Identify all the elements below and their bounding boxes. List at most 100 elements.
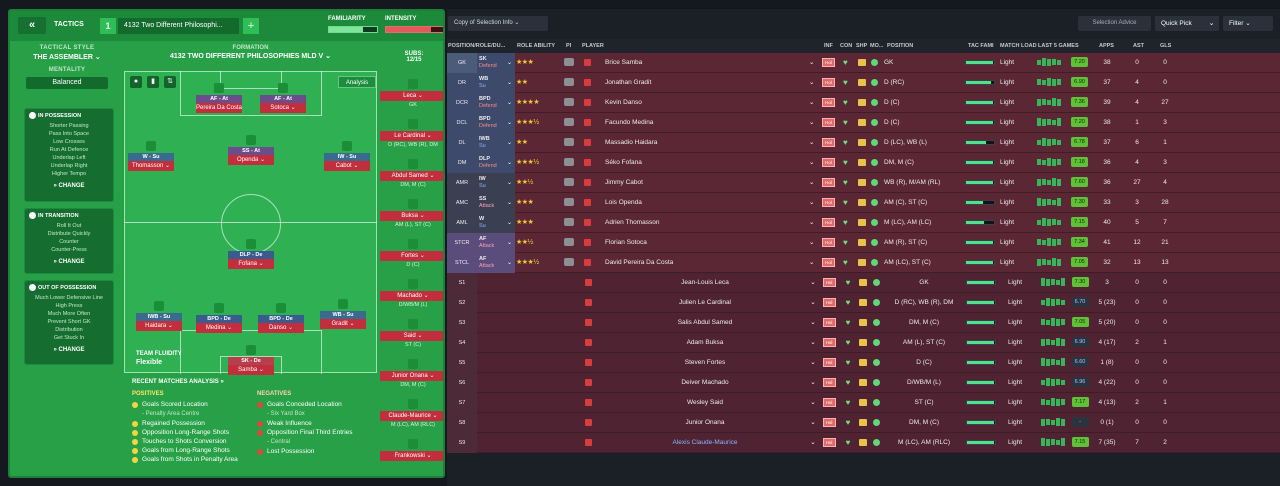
quick-pick-dropdown[interactable]: ⌄ bbox=[1204, 16, 1219, 31]
table-row[interactable]: S1 Jean-Louis Leca ⌄ Hol ♥ GK Light 7.30 3 0 0 bbox=[447, 273, 1280, 293]
col-ast[interactable]: AST bbox=[1133, 39, 1144, 53]
player-name[interactable]: Cabot ⌄ bbox=[324, 161, 370, 171]
pitch-player[interactable]: IWB - Su Haidara ⌄ bbox=[136, 301, 182, 331]
table-row[interactable]: S9 Alexis Claude-Maurice ⌄ Hol ♥ M (LC), AM (… bbox=[447, 433, 1280, 453]
sub-player[interactable]: Fortes ⌄ D (C) bbox=[380, 239, 445, 268]
player-name[interactable]: Kevin Danso bbox=[605, 93, 805, 113]
player-role[interactable]: BPD - De bbox=[196, 315, 242, 323]
player-dropdown[interactable]: ⌄ bbox=[809, 233, 817, 253]
player-name[interactable]: Facundo Medina bbox=[605, 113, 805, 133]
sub-name[interactable]: Frankowski ⌄ bbox=[380, 451, 445, 461]
pitch-player[interactable]: WB - Su Gradit ⌄ bbox=[320, 299, 366, 329]
role-dropdown[interactable]: ⌄ bbox=[507, 113, 515, 133]
player-dropdown[interactable]: ⌄ bbox=[809, 273, 817, 293]
player-dropdown[interactable]: ⌄ bbox=[809, 133, 817, 153]
player-instructions-icon[interactable] bbox=[564, 93, 576, 113]
player-name[interactable]: Séko Fofana bbox=[605, 153, 805, 173]
sub-name[interactable]: Leca ⌄ bbox=[380, 91, 445, 101]
sub-player[interactable]: Frankowski ⌄ bbox=[380, 439, 445, 462]
pitch-player[interactable]: SK - De Samba ⌄ bbox=[228, 345, 274, 375]
player-dropdown[interactable]: ⌄ bbox=[809, 353, 817, 373]
sub-name[interactable]: Buksa ⌄ bbox=[380, 211, 445, 221]
pitch-player[interactable]: AF - At Sotoca ⌄ bbox=[260, 83, 306, 113]
change-in-possession-button[interactable]: » CHANGE bbox=[25, 183, 113, 189]
sub-name[interactable]: Claude-Maurice ⌄ bbox=[380, 411, 445, 421]
player-dropdown[interactable]: ⌄ bbox=[809, 93, 817, 113]
role-dropdown[interactable]: ⌄ bbox=[507, 153, 515, 173]
tactical-style-name[interactable]: THE ASSEMBLER ⌄ bbox=[18, 53, 116, 61]
player-name[interactable]: Medina ⌄ bbox=[196, 323, 242, 333]
col-player[interactable]: PLAYER bbox=[582, 39, 604, 53]
player-name[interactable]: Florian Sotoca bbox=[605, 233, 805, 253]
role-dropdown[interactable]: ⌄ bbox=[507, 73, 515, 93]
add-tactic-button[interactable]: + bbox=[243, 18, 259, 34]
player-name[interactable]: Thomasson ⌄ bbox=[128, 161, 174, 171]
player-instructions-icon[interactable] bbox=[564, 193, 576, 213]
role-dropdown[interactable]: ⌄ bbox=[507, 193, 515, 213]
tactic-slot-number[interactable]: 1 bbox=[100, 18, 116, 34]
player-dropdown[interactable]: ⌄ bbox=[809, 373, 817, 393]
col-match-load[interactable]: MATCH LOAD bbox=[1000, 39, 1037, 53]
table-row[interactable]: DR WB Su ⌄ ★★ Jonathan Gradit ⌄ Hol ♥ D (RC) Light… bbox=[447, 73, 1280, 93]
col-mo[interactable]: MO... bbox=[870, 39, 883, 53]
change-in-transition-button[interactable]: » CHANGE bbox=[25, 259, 113, 265]
role-dropdown[interactable]: ⌄ bbox=[507, 173, 515, 193]
player-instructions-icon[interactable] bbox=[564, 233, 576, 253]
player-name[interactable]: Fofana ⌄ bbox=[228, 259, 274, 269]
col-con[interactable]: CON bbox=[840, 39, 852, 53]
player-name[interactable]: Adam Buksa bbox=[605, 333, 805, 353]
player-role[interactable]: SK - De bbox=[228, 357, 274, 365]
shirt-toggle-icon[interactable]: ⇅ bbox=[164, 76, 176, 88]
player-dropdown[interactable]: ⌄ bbox=[809, 213, 817, 233]
col-role-ability[interactable]: ROLE ABILITY bbox=[517, 39, 555, 53]
player-dropdown[interactable]: ⌄ bbox=[809, 313, 817, 333]
player-instructions-icon[interactable] bbox=[564, 173, 576, 193]
player-dropdown[interactable]: ⌄ bbox=[809, 393, 817, 413]
player-name[interactable]: Salis Abdul Samed bbox=[605, 313, 805, 333]
player-name[interactable]: Junior Onana bbox=[605, 413, 805, 433]
sub-name[interactable]: Fortes ⌄ bbox=[380, 251, 445, 261]
player-instructions-icon[interactable] bbox=[564, 253, 576, 273]
table-row[interactable]: STCL AF Attack ⌄ ★★★½ David Pereira Da Costa ⌄… bbox=[447, 253, 1280, 273]
player-dropdown[interactable]: ⌄ bbox=[809, 333, 817, 353]
player-role[interactable]: AF - At bbox=[260, 95, 306, 103]
player-role[interactable]: DLP - De bbox=[228, 251, 274, 259]
player-dropdown[interactable]: ⌄ bbox=[809, 73, 817, 93]
table-row[interactable]: S2 Julien Le Cardinal ⌄ Hol ♥ D (RC), WB (R),… bbox=[447, 293, 1280, 313]
sub-player[interactable]: Claude-Maurice ⌄ M (LC), AM (RLC) bbox=[380, 399, 445, 428]
player-role[interactable]: W - Su bbox=[128, 153, 174, 161]
sub-name[interactable]: Machado ⌄ bbox=[380, 291, 445, 301]
player-name[interactable]: Danso ⌄ bbox=[258, 323, 304, 333]
table-row[interactable]: S5 Steven Fortes ⌄ Hol ♥ D (C) Light 6.60 1 (8) 0… bbox=[447, 353, 1280, 373]
player-instructions-icon[interactable] bbox=[564, 73, 576, 93]
player-name[interactable]: Haidara ⌄ bbox=[136, 321, 182, 331]
pitch-player[interactable]: BPD - De Danso ⌄ bbox=[258, 303, 304, 333]
pitch-player[interactable]: W - Su Thomasson ⌄ bbox=[128, 141, 174, 171]
in-possession-card[interactable]: IN POSSESSION Shorter Passing Pass Into S… bbox=[24, 108, 114, 202]
player-instructions-icon[interactable] bbox=[564, 153, 576, 173]
sub-name[interactable]: Le Cardinal ⌄ bbox=[380, 131, 445, 141]
player-name[interactable]: Brice Samba bbox=[605, 53, 805, 73]
in-transition-card[interactable]: IN TRANSITION Roll It Out Distribute Quic… bbox=[24, 208, 114, 274]
sub-player[interactable]: Buksa ⌄ AM (L), ST (C) bbox=[380, 199, 445, 228]
table-row[interactable]: AMC SS Attack ⌄ ★★★ Lois Openda ⌄ Hol ♥ AM (C), S… bbox=[447, 193, 1280, 213]
player-name[interactable]: Julien Le Cardinal bbox=[605, 293, 805, 313]
chart-icon[interactable]: ▮ bbox=[147, 76, 159, 88]
table-row[interactable]: S8 Junior Onana ⌄ Hol ♥ DM, M (C) Light - 0 (1) 0… bbox=[447, 413, 1280, 433]
player-instructions-icon[interactable] bbox=[564, 133, 576, 153]
player-dropdown[interactable]: ⌄ bbox=[809, 293, 817, 313]
player-name[interactable]: Sotoca ⌄ bbox=[260, 103, 306, 113]
back-button[interactable]: « bbox=[18, 17, 46, 34]
pitch-player[interactable]: SS - At Openda ⌄ bbox=[228, 135, 274, 165]
sub-player[interactable]: Le Cardinal ⌄ D (RC), WB (R), DM bbox=[380, 119, 445, 148]
player-name[interactable]: Openda ⌄ bbox=[228, 155, 274, 165]
table-row[interactable]: S4 Adam Buksa ⌄ Hol ♥ AM (L), ST (C) Light 6.90… bbox=[447, 333, 1280, 353]
player-instructions-icon[interactable] bbox=[564, 113, 576, 133]
player-instructions-icon[interactable] bbox=[564, 213, 576, 233]
pitch-player[interactable]: DLP - De Fofana ⌄ bbox=[228, 239, 274, 269]
player-dropdown[interactable]: ⌄ bbox=[809, 413, 817, 433]
player-name[interactable]: Pereira Da Costa ⌄ bbox=[196, 103, 242, 113]
col-shp[interactable]: SHP bbox=[856, 39, 867, 53]
player-role[interactable]: WB - Su bbox=[320, 311, 366, 319]
